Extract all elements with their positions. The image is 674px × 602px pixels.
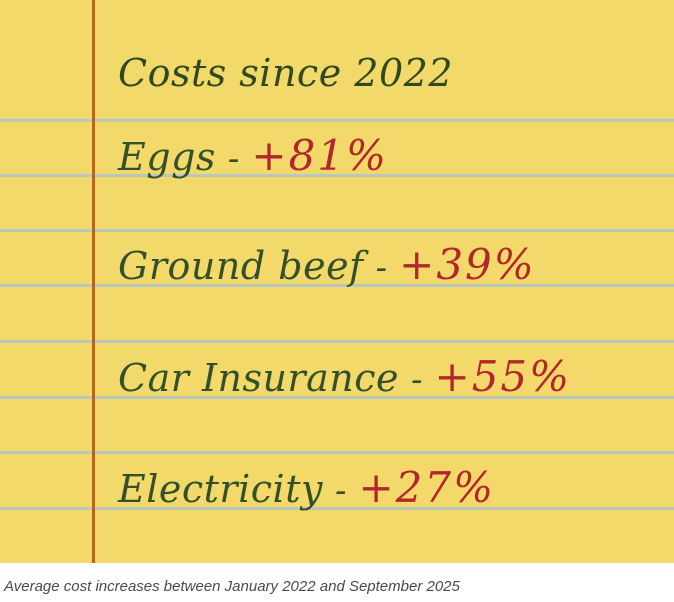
note-title: Costs since 2022 [118, 51, 453, 95]
rule-line [0, 284, 674, 287]
item-change: +27% [358, 463, 495, 512]
note-item-ground-beef: Ground beef - +39% [118, 244, 536, 286]
note-item-car-insurance: Car Insurance - +55% [118, 356, 571, 398]
item-change: +55% [434, 352, 572, 401]
image-caption: Average cost increases between January 2… [4, 578, 460, 595]
margin-line [92, 0, 95, 563]
item-separator: - [411, 360, 423, 400]
rule-line [0, 451, 674, 454]
rule-line [0, 507, 674, 510]
rule-line [0, 396, 674, 399]
item-separator: - [375, 248, 388, 288]
note-item-electricity: Electricity - +27% [118, 467, 495, 509]
legal-pad-image: Costs since 2022 Eggs - +81% Ground beef… [0, 0, 674, 563]
item-separator: - [334, 471, 347, 511]
rule-line [0, 340, 674, 343]
item-change: +81% [251, 131, 388, 180]
item-label: Ground beef [118, 244, 364, 288]
note-item-eggs: Eggs - +81% [118, 135, 388, 177]
rule-line [0, 174, 674, 177]
item-label: Eggs [118, 135, 216, 179]
rule-line [0, 229, 674, 232]
item-separator: - [227, 139, 240, 179]
item-change: +39% [399, 240, 536, 289]
item-label: Electricity [118, 467, 323, 511]
rule-line [0, 119, 674, 122]
item-label: Car Insurance [118, 356, 399, 400]
